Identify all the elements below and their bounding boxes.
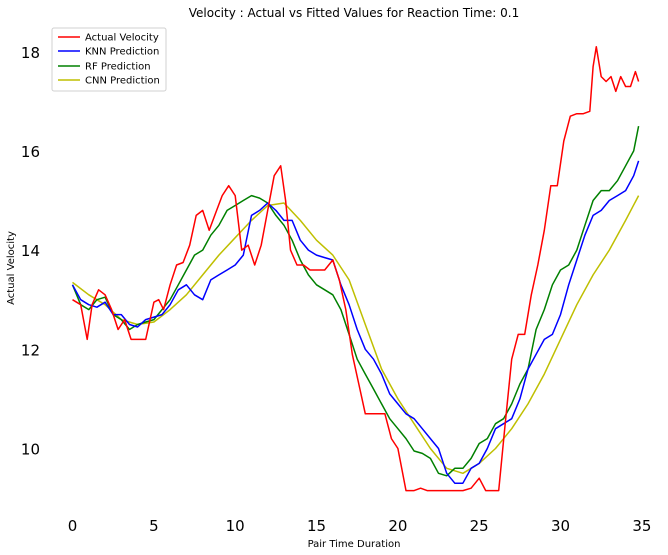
y-tick-label: 14 [21,242,40,260]
legend-item-actual: Actual Velocity [58,33,159,44]
legend-item-knn: KNN Prediction [58,47,159,58]
x-tick-label: 15 [307,517,326,535]
y-axis-label: Actual Velocity [6,231,17,305]
x-tick-label: 0 [68,517,78,535]
y-tick-label: 16 [21,143,40,161]
x-tick-label: 30 [551,517,570,535]
legend-item-cnn: CNN Prediction [58,76,160,87]
y-tick-label: 18 [21,44,40,62]
legend-label: KNN Prediction [85,47,159,58]
legend-label: CNN Prediction [85,76,160,87]
legend-label: Actual Velocity [85,33,159,44]
x-axis-label: Pair Time Duration [308,539,401,550]
plot-lines [71,46,640,492]
legend-label: RF Prediction [85,62,151,73]
x-tick-label: 20 [388,517,407,535]
series-line-knn-prediction [71,160,640,484]
y-tick-label: 12 [21,341,40,359]
x-axis-ticks: 0 5 10 15 20 25 30 35 [68,517,652,535]
series-line-cnn-prediction [72,195,640,475]
chart-title: Velocity : Actual vs Fitted Values for R… [189,6,520,20]
x-tick-label: 35 [632,517,651,535]
legend: Actual Velocity KNN Prediction RF Predic… [51,27,167,92]
legend-box [51,27,167,92]
series-line-rf-prediction [71,125,640,477]
x-tick-label: 5 [149,517,159,535]
y-tick-label: 10 [21,440,40,458]
legend-item-rf: RF Prediction [58,62,151,73]
x-tick-label: 25 [470,517,489,535]
series-line-actual-velocity [72,46,640,492]
y-axis-ticks: 10 12 14 16 18 [21,44,40,459]
x-tick-label: 10 [226,517,245,535]
